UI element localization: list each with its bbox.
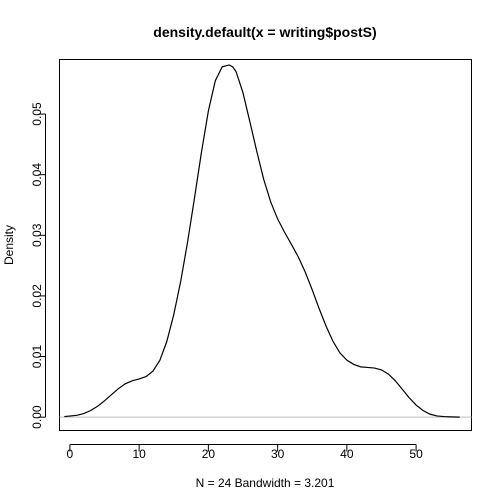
chart-title: density.default(x = writing$postS) <box>153 24 376 40</box>
plot-frame <box>59 59 472 431</box>
y-tick-label: 0.04 <box>30 163 44 187</box>
y-axis-ticks: 0.00 0.01 0.02 0.03 0.04 0.05 <box>30 102 46 429</box>
y-axis-label: Density <box>2 225 16 265</box>
x-tick-label: 50 <box>409 447 423 461</box>
x-tick-label: 40 <box>340 447 354 461</box>
density-curve <box>64 64 460 418</box>
y-tick-label: 0.03 <box>30 223 44 247</box>
x-tick-label: 10 <box>132 447 146 461</box>
y-tick-label: 0.05 <box>30 102 44 126</box>
x-axis-ticks: 0 10 20 30 40 50 <box>67 444 423 461</box>
x-tick-label: 0 <box>67 447 74 461</box>
y-tick-label: 0.02 <box>30 284 44 308</box>
y-tick-label: 0.01 <box>30 345 44 369</box>
x-axis-label: N = 24 Bandwidth = 3.201 <box>196 476 335 490</box>
y-tick-label: 0.00 <box>30 405 44 429</box>
y-axis: 0.00 0.01 0.02 0.03 0.04 0.05 <box>30 102 46 429</box>
x-tick-label: 30 <box>271 447 285 461</box>
x-tick-label: 20 <box>202 447 216 461</box>
x-axis: 0 10 20 30 40 50 <box>67 444 423 461</box>
